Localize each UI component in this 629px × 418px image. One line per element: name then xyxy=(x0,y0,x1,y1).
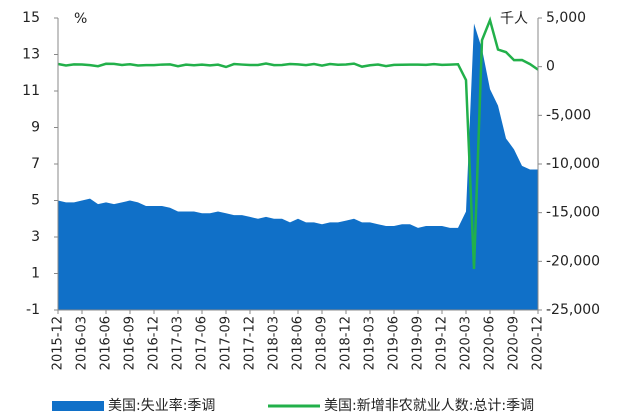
legend-swatch xyxy=(52,401,104,411)
x-tick-label: 2020-06 xyxy=(483,316,498,370)
y2-tick-label: 0 xyxy=(546,59,555,75)
y-tick-label: 13 xyxy=(22,47,40,63)
x-tick-label: 2017-12 xyxy=(243,316,258,370)
y2-tick-label: -15,000 xyxy=(546,205,600,221)
x-tick-label: 2019-09 xyxy=(411,316,426,370)
x-tick-label: 2018-03 xyxy=(267,316,282,370)
y-tick-label: 7 xyxy=(31,156,40,172)
y-tick-label: 1 xyxy=(31,266,40,282)
x-tick-label: 2016-09 xyxy=(123,316,138,370)
y-tick-label: 11 xyxy=(22,83,40,99)
x-tick-label: 2020-12 xyxy=(531,316,546,370)
y2-tick-label: -20,000 xyxy=(546,253,600,269)
y2-axis-unit: 千人 xyxy=(500,11,528,27)
x-tick-label: 2019-06 xyxy=(387,316,402,370)
y-tick-label: 9 xyxy=(31,120,40,136)
x-tick-label: 2020-09 xyxy=(507,316,522,370)
x-tick-label: 2018-12 xyxy=(339,316,354,370)
y2-tick-label: -25,000 xyxy=(546,302,600,318)
x-tick-label: 2015-12 xyxy=(51,316,66,370)
legend-label: 美国:新增非农就业人数:总计:季调 xyxy=(324,398,534,414)
x-tick-label: 2019-03 xyxy=(363,316,378,370)
x-tick-label: 2017-03 xyxy=(171,316,186,370)
y2-tick-label: -10,000 xyxy=(546,156,600,172)
x-tick-label: 2020-03 xyxy=(459,316,474,370)
y2-tick-label: -5,000 xyxy=(546,107,591,123)
y-tick-label: 5 xyxy=(31,193,40,209)
x-tick-label: 2016-03 xyxy=(75,316,90,370)
x-tick-label: 2016-12 xyxy=(147,316,162,370)
x-tick-label: 2018-06 xyxy=(291,316,306,370)
x-tick-label: 2017-09 xyxy=(219,316,234,370)
x-tick-label: 2019-12 xyxy=(435,316,450,370)
x-tick-label: 2017-06 xyxy=(195,316,210,370)
y-tick-label: 3 xyxy=(31,229,40,245)
x-tick-label: 2018-09 xyxy=(315,316,330,370)
area xyxy=(58,23,538,310)
x-tick-label: 2016-06 xyxy=(99,316,114,370)
line xyxy=(57,16,539,270)
legend-label: 美国:失业率:季调 xyxy=(108,397,215,414)
y-axis-unit: % xyxy=(74,11,87,27)
y-tick-label: 15 xyxy=(22,10,40,26)
y-tick-label: -1 xyxy=(26,302,40,318)
y2-tick-label: 5,000 xyxy=(546,10,586,26)
